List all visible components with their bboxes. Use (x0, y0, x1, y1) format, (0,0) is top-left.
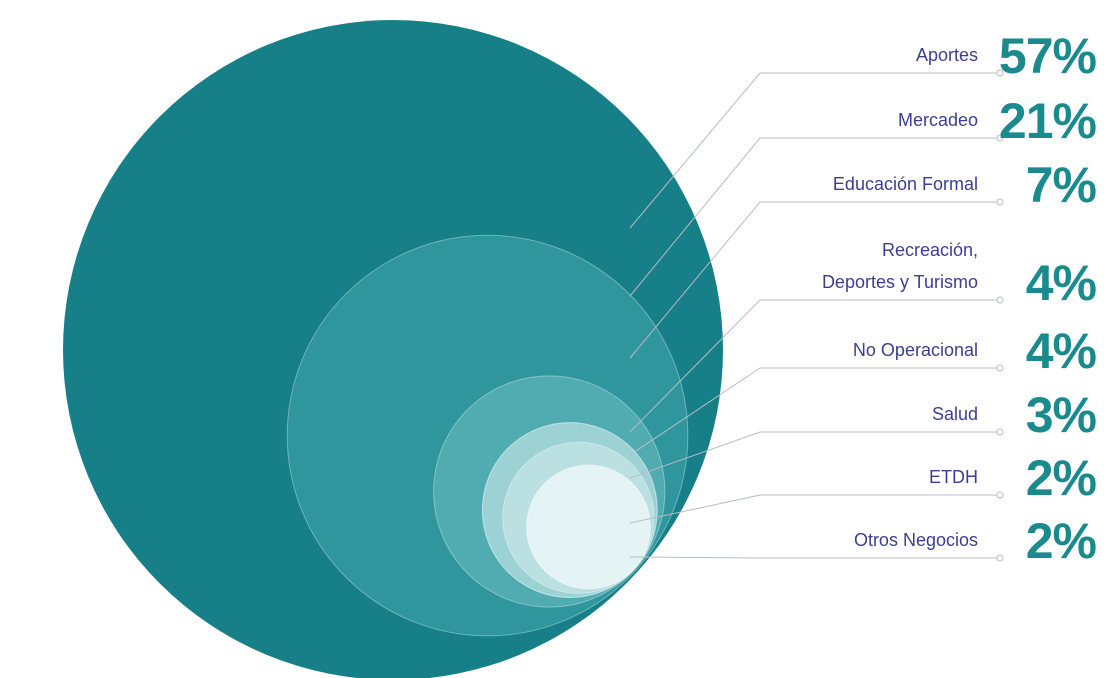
leader-line (629, 201, 1000, 359)
category-label: Aportes (915, 45, 978, 65)
leader-end (996, 69, 1004, 77)
bubble (526, 464, 651, 590)
leader-end (996, 491, 1004, 499)
leader-end (996, 296, 1004, 304)
value-label: 7% (1025, 157, 1097, 213)
leader-end (996, 554, 1004, 562)
value-label: 2% (1025, 513, 1097, 569)
value-label: 57% (998, 28, 1097, 84)
category-label: ETDH (929, 467, 978, 487)
leader-end (996, 364, 1004, 372)
leader-line (629, 137, 1000, 297)
leader-line (629, 72, 1000, 229)
category-label: Salud (931, 404, 978, 424)
value-label: 3% (1025, 387, 1097, 443)
leader-line (629, 494, 1000, 524)
category-label: Educación Formal (832, 174, 978, 194)
category-label: Recreación, Deportes y Turismo (821, 240, 978, 292)
category-label: No Operacional (852, 340, 978, 360)
leader-line (629, 299, 1000, 433)
value-label: 2% (1025, 450, 1097, 506)
leader-end (996, 428, 1004, 436)
category-label: Otros Negocios (853, 530, 978, 550)
value-label: 21% (998, 93, 1097, 149)
leader-end (996, 198, 1004, 206)
value-label: 4% (1025, 323, 1097, 379)
leader-line (629, 556, 1000, 559)
leader-line (629, 367, 1000, 456)
value-label: 4% (1025, 255, 1097, 311)
category-label: Mercadeo (897, 110, 978, 130)
leader-line (629, 431, 1000, 479)
leader-end (996, 134, 1004, 142)
